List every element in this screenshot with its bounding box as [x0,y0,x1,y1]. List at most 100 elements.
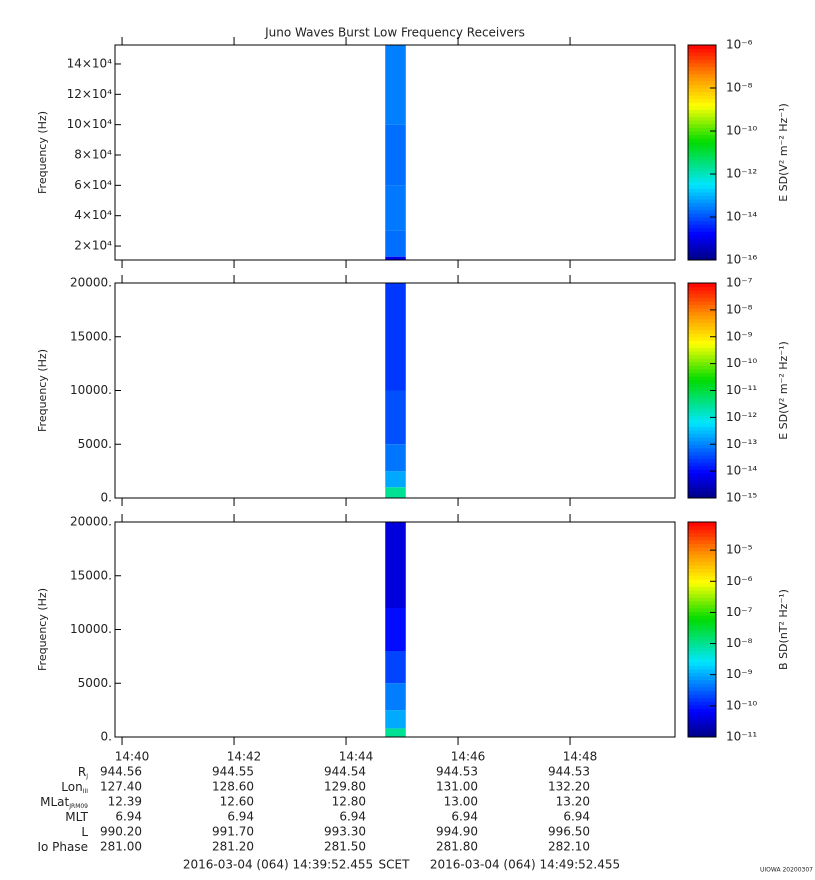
colorbar-swatch [688,719,716,724]
colorbar-swatch [688,704,716,709]
colorbar-swatch [688,694,716,699]
colorbar-swatch [688,329,716,334]
colorbar-swatch [688,45,716,50]
colorbar-swatch [688,138,716,143]
y-tick-label: 5000. [78,437,112,451]
colorbar-swatch [688,191,716,196]
colorbar-swatch [688,529,716,534]
colorbar-tick-label: 10⁻⁸ [726,81,753,95]
spectrogram-cell [385,283,406,391]
colorbar-swatch [688,472,716,477]
colorbar-swatch [688,213,716,218]
colorbar-swatch [688,59,716,64]
colorbar-label: E SD(V² m⁻² Hz⁻¹) [777,103,790,202]
colorbar-swatch [688,525,716,530]
y-axis-label: Frequency (Hz) [36,588,49,671]
colorbar-swatch [688,354,716,359]
colorbar-label: B SD(nT² Hz⁻¹) [777,589,790,670]
colorbar-swatch [688,365,716,370]
spectrogram-cell [385,256,406,260]
colorbar-swatch [688,636,716,641]
colorbar-swatch [688,308,716,313]
range-start: 2016-03-04 (064) 14:39:52.455 [183,858,373,872]
colorbar-swatch [688,55,716,60]
colorbar-swatch [688,238,716,243]
ephemeris-value: 6.94 [339,810,366,824]
colorbar-swatch [688,480,716,485]
colorbar-tick-label: 10⁻¹² [726,167,757,181]
ephemeris-value: 6.94 [227,810,254,824]
colorbar-swatch [688,690,716,695]
ephemeris-value: 127.40 [100,780,142,794]
colorbar-tick-label: 10⁻⁷ [726,605,753,619]
colorbar-swatch [688,729,716,734]
ephemeris-label-sub: JRM09 [68,803,88,810]
ephemeris-value: 282.10 [548,840,590,854]
ephemeris-label: MLT [65,810,88,824]
colorbar-swatch [688,181,716,186]
colorbar-swatch [688,483,716,488]
colorbar-swatch [688,600,716,605]
colorbar-swatch [688,156,716,161]
ephemeris-value: 991.70 [212,825,254,839]
colorbar-swatch [688,224,716,229]
spectrogram-cell [385,608,406,651]
colorbar-swatch [688,437,716,442]
ephemeris-value: 281.50 [324,840,366,854]
colorbar-swatch [688,297,716,302]
colorbar-swatch [688,490,716,495]
colorbar-swatch [688,361,716,366]
colorbar-swatch [688,249,716,254]
colorbar-swatch [688,343,716,348]
colorbar-swatch [688,572,716,577]
colorbar-frame [687,44,717,261]
colorbar-label: E SD(V² m⁻² Hz⁻¹) [777,341,790,440]
colorbar-swatch [688,422,716,427]
colorbar-swatch [688,458,716,463]
colorbar-swatch [688,469,716,474]
colorbar-swatch [688,220,716,225]
colorbar-tick-label: 10⁻⁶ [726,574,753,588]
colorbar-frame [687,521,717,738]
x-tick-label: 14:44 [339,750,374,764]
colorbar-swatch [688,440,716,445]
colorbar-swatch [688,661,716,666]
y-tick-label: 20000. [70,515,112,529]
colorbar-swatch [688,166,716,171]
colorbar-swatch [688,462,716,467]
ephemeris-value: 129.80 [324,780,366,794]
colorbar-swatch [688,733,716,738]
colorbar-swatch [688,217,716,222]
colorbar-swatch [688,658,716,663]
colorbar-swatch [688,318,716,323]
colorbar-swatch [688,116,716,121]
ephemeris-label: L [81,825,88,839]
colorbar-swatch [688,131,716,136]
colorbar-swatch [688,304,716,309]
colorbar-swatch [688,557,716,562]
colorbar-swatch [688,195,716,200]
y-tick-label: 0. [101,491,112,505]
colorbar-swatch [688,199,716,204]
colorbar-swatch [688,568,716,573]
colorbar-swatch [688,494,716,499]
ephemeris-value: 990.20 [100,825,142,839]
colorbar-tick-label: 10⁻¹¹ [726,730,757,744]
spectrogram-cell [385,487,406,498]
colorbar-swatch [688,426,716,431]
colorbar-swatch [688,543,716,548]
colorbar-swatch [688,608,716,613]
colorbar-swatch [688,77,716,82]
ephemeris-value: 13.20 [556,795,590,809]
colorbar-swatch [688,91,716,96]
colorbar-swatch [688,565,716,570]
colorbar-swatch [688,80,716,85]
colorbar-swatch [688,554,716,559]
colorbar-swatch [688,159,716,164]
colorbar-swatch [688,419,716,424]
colorbar-tick-label: 10⁻¹⁰ [726,124,757,138]
colorbar-swatch [688,62,716,67]
ephemeris-value: 944.55 [212,765,254,779]
y-tick-label: 4×10⁴ [74,208,112,222]
colorbar-swatch [688,586,716,591]
